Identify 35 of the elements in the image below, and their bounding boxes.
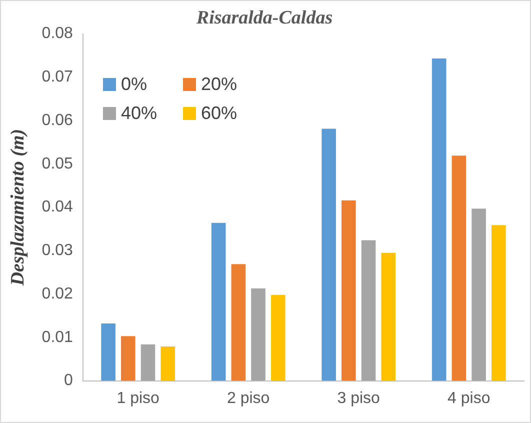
x-tick-label: 4 piso	[448, 390, 490, 407]
bar	[491, 225, 506, 381]
bar	[472, 208, 486, 381]
legend-label: 20%	[200, 74, 237, 95]
bar	[342, 200, 356, 381]
y-tick-label: 0.07	[42, 68, 74, 86]
bar	[251, 288, 266, 381]
y-tick-label: 0.06	[42, 112, 74, 129]
bar	[452, 156, 466, 381]
legend-label: 0%	[120, 74, 147, 95]
y-axis-title: Desplazamiento (m)	[7, 128, 28, 287]
x-tick-label: 2 piso	[226, 390, 270, 407]
bar	[121, 336, 136, 381]
bar	[322, 128, 336, 381]
y-tick-label: 0.08	[42, 25, 74, 42]
y-tick-label: 0.05	[42, 155, 74, 172]
bar	[231, 264, 246, 381]
y-tick-label: 0	[64, 372, 74, 390]
y-tick-label: 0.03	[42, 242, 74, 260]
y-tick-label: 0.01	[42, 328, 74, 346]
bar	[381, 252, 396, 381]
bar	[160, 346, 175, 381]
x-tick-label: 1 piso	[116, 390, 160, 407]
bar	[211, 222, 226, 381]
bar	[432, 58, 446, 381]
bar	[270, 294, 286, 381]
bar	[101, 324, 116, 381]
bar	[361, 240, 376, 381]
legend-label: 40%	[120, 102, 157, 124]
y-tick-label: 0.04	[42, 198, 74, 216]
x-tick-label: 3 piso	[337, 390, 380, 407]
bar	[140, 344, 156, 381]
chart-title: Risaralda-Caldas	[195, 7, 333, 28]
y-tick-label: 0.02	[42, 285, 74, 302]
legend-label: 60%	[200, 102, 237, 124]
